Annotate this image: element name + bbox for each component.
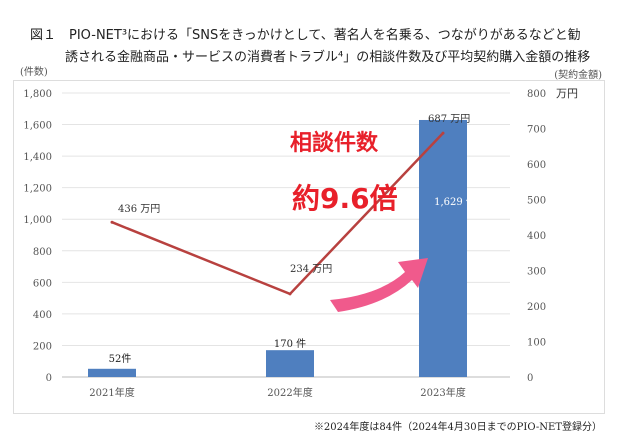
right-tick-label: 700 (527, 125, 546, 136)
right-tick-label: 400 (527, 231, 546, 242)
left-tick-label: 0 (46, 373, 52, 384)
right-tick-label: 300 (527, 267, 546, 278)
right-tick-label: 100 (527, 338, 546, 349)
line-point (441, 131, 445, 135)
bar (266, 350, 314, 377)
bar-data-label: 170 件 (274, 338, 306, 350)
annotation-consultations: 相談件数 (290, 130, 379, 156)
line-data-label: 436 万円 (118, 204, 160, 215)
left-tick-label: 800 (33, 247, 52, 258)
chart-frame (13, 80, 605, 414)
right-tick-label: 800 (527, 89, 546, 100)
footnote: ※2024年度は84件（2024年4月30日までのPIO-NET登録分） (313, 422, 602, 433)
right-tick-label: 600 (527, 160, 546, 171)
right-tick-label: 200 (527, 302, 546, 313)
bar-data-label: 1,629 件 (434, 196, 476, 208)
line-point (110, 220, 114, 224)
left-tick-label: 1,200 (23, 184, 52, 195)
right-tick-label: 500 (527, 196, 546, 207)
left-tick-label: 1,600 (23, 121, 52, 132)
bar (88, 368, 136, 377)
left-tick-label: 1,800 (23, 89, 52, 100)
line-data-label: 234 万円 (290, 264, 332, 275)
x-tick-label: 2022年度 (267, 386, 312, 399)
x-tick-label: 2023年度 (420, 386, 465, 399)
line-data-label: 687 万円 (428, 114, 470, 125)
left-tick-label: 1,000 (23, 215, 52, 226)
right-tick-label: 0 (527, 373, 533, 384)
left-tick-label: 200 (33, 341, 52, 352)
left-tick-label: 1,400 (23, 152, 52, 163)
right-axis-unit-label: 万円 (556, 87, 578, 100)
bar (419, 119, 467, 377)
left-tick-label: 600 (33, 278, 52, 289)
right-axis-unit: (契約金額) (554, 70, 602, 81)
chart-title-line2: 誘される金融商品・サービスの消費者トラブル⁴」の相談件数及び平均契約購入金額の推… (65, 50, 591, 65)
left-axis-unit: (件数) (20, 67, 48, 78)
x-tick-label: 2021年度 (89, 386, 134, 399)
bar-data-label: 52件 (109, 353, 132, 365)
left-tick-label: 400 (33, 310, 52, 321)
line-point (288, 292, 292, 296)
annotation-ratio: 約9.6倍 (292, 182, 398, 215)
arrow-icon (330, 258, 428, 312)
chart-title-line1: 図１ PIO-NET³における「SNSをきっかけとして、著名人を名乗る、つながり… (30, 28, 581, 43)
